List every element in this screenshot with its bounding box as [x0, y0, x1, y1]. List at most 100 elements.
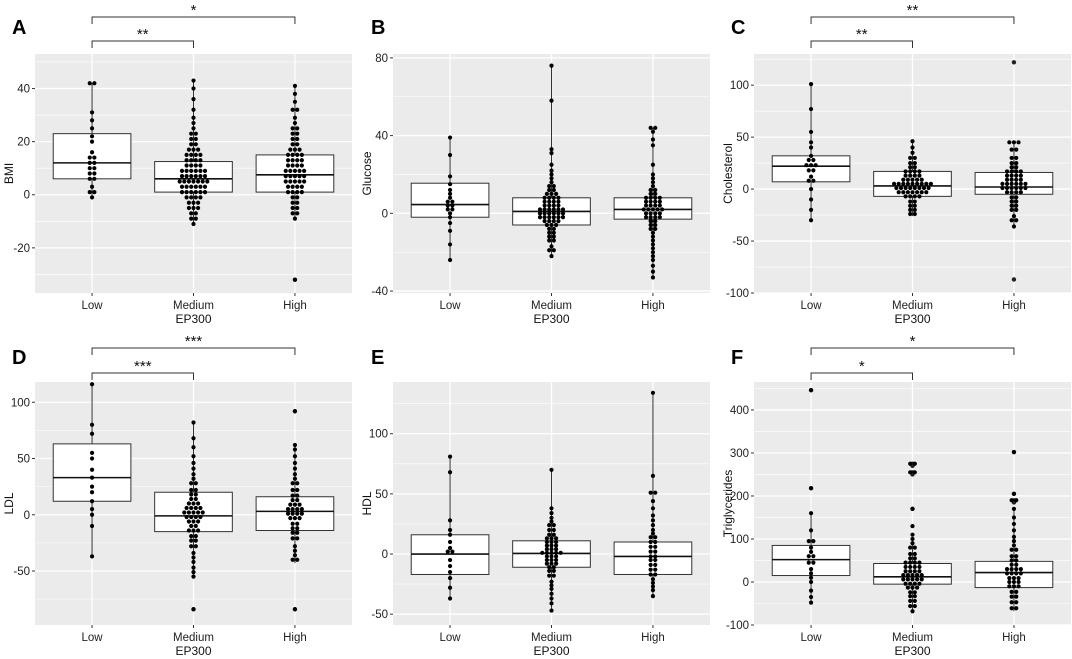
- data-point: [908, 169, 913, 174]
- data-point: [292, 466, 298, 471]
- data-point: [447, 518, 453, 523]
- data-point: [919, 573, 924, 578]
- data-point: [915, 577, 920, 582]
- data-point: [643, 195, 649, 200]
- data-point: [554, 561, 559, 566]
- data-point: [189, 195, 194, 200]
- data-point: [915, 585, 920, 590]
- data-point: [905, 573, 911, 578]
- data-point: [903, 569, 908, 574]
- data-point: [908, 581, 913, 586]
- data-point: [193, 481, 198, 486]
- data-point: [542, 211, 547, 216]
- data-point: [285, 189, 291, 195]
- data-point: [811, 178, 816, 183]
- data-point: [290, 189, 295, 195]
- data-point: [89, 150, 95, 155]
- data-point: [295, 507, 300, 512]
- data-point: [184, 189, 189, 195]
- data-point: [648, 572, 653, 577]
- data-point: [1014, 498, 1019, 503]
- data-point: [650, 238, 656, 243]
- y-tick-label: 100: [11, 397, 30, 409]
- data-point: [806, 554, 811, 559]
- data-point: [808, 140, 814, 145]
- significance-label: *: [191, 2, 197, 19]
- data-point: [653, 539, 658, 545]
- data-point: [295, 521, 300, 526]
- data-point: [196, 510, 201, 515]
- data-point: [648, 562, 653, 567]
- data-point: [549, 539, 554, 545]
- data-point: [186, 510, 191, 515]
- data-point: [549, 519, 554, 524]
- data-point: [186, 528, 191, 533]
- data-point: [653, 562, 658, 567]
- data-point: [1014, 594, 1019, 599]
- data-point: [290, 200, 295, 205]
- data-point: [650, 129, 656, 134]
- data-point: [544, 547, 550, 552]
- data-point: [295, 536, 300, 541]
- data-point: [648, 539, 653, 545]
- data-point: [556, 211, 561, 216]
- data-point: [191, 179, 196, 184]
- data-point: [189, 523, 194, 529]
- data-point: [191, 126, 196, 131]
- data-point: [1016, 140, 1021, 145]
- data-point: [447, 563, 453, 569]
- data-point: [650, 242, 656, 247]
- data-point: [917, 194, 922, 199]
- data-point: [547, 230, 552, 235]
- y-tick-label: 100: [730, 534, 749, 546]
- x-tick-label-medium: Medium: [531, 632, 572, 644]
- box-high: [255, 496, 335, 531]
- data-point: [189, 481, 194, 486]
- data-point: [903, 564, 908, 570]
- data-point: [542, 203, 547, 208]
- data-point: [905, 177, 911, 182]
- data-point: [447, 596, 453, 601]
- data-point: [549, 550, 554, 555]
- data-point: [544, 222, 550, 228]
- data-point: [198, 152, 203, 158]
- data-point: [554, 543, 559, 548]
- data-point: [1014, 181, 1019, 186]
- data-point: [1018, 173, 1023, 178]
- data-point: [447, 242, 453, 247]
- data-point: [292, 99, 298, 104]
- data-point: [1014, 606, 1019, 611]
- data-point: [908, 194, 913, 199]
- data-point: [191, 420, 196, 425]
- data-point: [290, 136, 295, 142]
- data-point: [547, 523, 552, 528]
- data-point: [1014, 185, 1019, 191]
- data-point: [917, 185, 922, 191]
- data-point: [447, 545, 453, 551]
- data-point: [908, 590, 913, 595]
- data-point: [653, 215, 658, 220]
- data-point: [903, 194, 908, 199]
- data-point: [648, 226, 653, 231]
- data-point: [549, 172, 554, 177]
- data-point: [1009, 190, 1014, 195]
- data-point: [191, 200, 196, 205]
- data-point: [653, 572, 658, 577]
- data-point: [302, 168, 307, 173]
- data-point: [92, 176, 97, 181]
- y-tick-label: -100: [726, 620, 749, 632]
- data-point: [544, 550, 550, 555]
- data-point: [1011, 140, 1017, 145]
- data-point: [292, 409, 298, 414]
- data-point: [554, 554, 559, 559]
- data-point: [89, 475, 95, 480]
- data-point: [295, 131, 300, 136]
- data-point: [89, 110, 95, 115]
- data-point: [177, 179, 182, 184]
- data-point: [87, 155, 92, 160]
- data-point: [910, 181, 915, 186]
- data-point: [1009, 589, 1014, 594]
- data-point: [191, 107, 196, 112]
- data-point: [549, 554, 554, 559]
- data-point: [1009, 547, 1014, 552]
